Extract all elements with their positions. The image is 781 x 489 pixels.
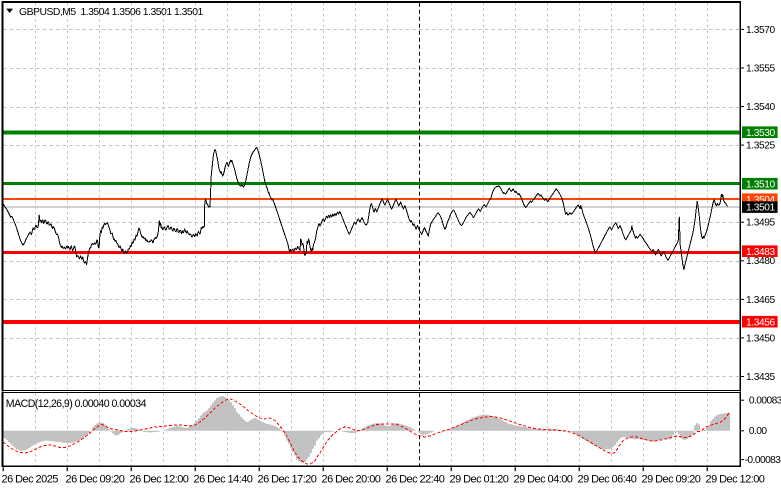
svg-text:1.3570: 1.3570 <box>746 25 775 36</box>
svg-text:1.3435: 1.3435 <box>746 372 775 383</box>
svg-text:1.3555: 1.3555 <box>746 63 775 74</box>
svg-text:29 Dec 09:20: 29 Dec 09:20 <box>642 474 701 486</box>
svg-text:0.00083: 0.00083 <box>749 396 781 407</box>
svg-text:1.3465: 1.3465 <box>746 295 775 306</box>
svg-text:1.3450: 1.3450 <box>746 333 775 344</box>
svg-text:26 Dec 14:40: 26 Dec 14:40 <box>194 474 253 486</box>
svg-text:26 Dec 12:00: 26 Dec 12:00 <box>130 474 189 486</box>
svg-text:26 Dec 22:40: 26 Dec 22:40 <box>386 474 445 486</box>
svg-text:GBPUSD,M5 1.3504 1.3506 1.350: GBPUSD,M5 1.3504 1.3506 1.3501 1.3501 <box>19 7 203 18</box>
svg-text:1.3495: 1.3495 <box>746 218 775 229</box>
svg-text:1.3480: 1.3480 <box>746 256 775 267</box>
svg-text:1.3501: 1.3501 <box>746 203 775 214</box>
svg-text:29 Dec 06:40: 29 Dec 06:40 <box>578 474 637 486</box>
svg-text:29 Dec 04:00: 29 Dec 04:00 <box>514 474 573 486</box>
svg-text:29 Dec 12:00: 29 Dec 12:00 <box>706 474 765 486</box>
svg-text:1.3530: 1.3530 <box>746 128 775 139</box>
svg-text:26 Dec 09:20: 26 Dec 09:20 <box>66 474 125 486</box>
svg-text:MACD(12,26,9) 0.00040 0.00034: MACD(12,26,9) 0.00040 0.00034 <box>6 398 147 410</box>
svg-text:29 Dec 01:20: 29 Dec 01:20 <box>450 474 509 486</box>
svg-text:1.3510: 1.3510 <box>746 179 775 190</box>
svg-text:26 Dec 2025: 26 Dec 2025 <box>2 474 59 486</box>
svg-text:1.3540: 1.3540 <box>746 102 775 113</box>
svg-text:1.3504: 1.3504 <box>746 195 775 206</box>
svg-text:1.3483: 1.3483 <box>746 247 775 258</box>
svg-text:26 Dec 20:00: 26 Dec 20:00 <box>322 474 381 486</box>
svg-text:0.00: 0.00 <box>749 426 768 437</box>
svg-text:26 Dec 17:20: 26 Dec 17:20 <box>258 474 317 486</box>
svg-text:-0.00083: -0.00083 <box>745 455 781 466</box>
svg-text:1.3456: 1.3456 <box>746 317 775 328</box>
svg-text:1.3525: 1.3525 <box>746 141 775 152</box>
